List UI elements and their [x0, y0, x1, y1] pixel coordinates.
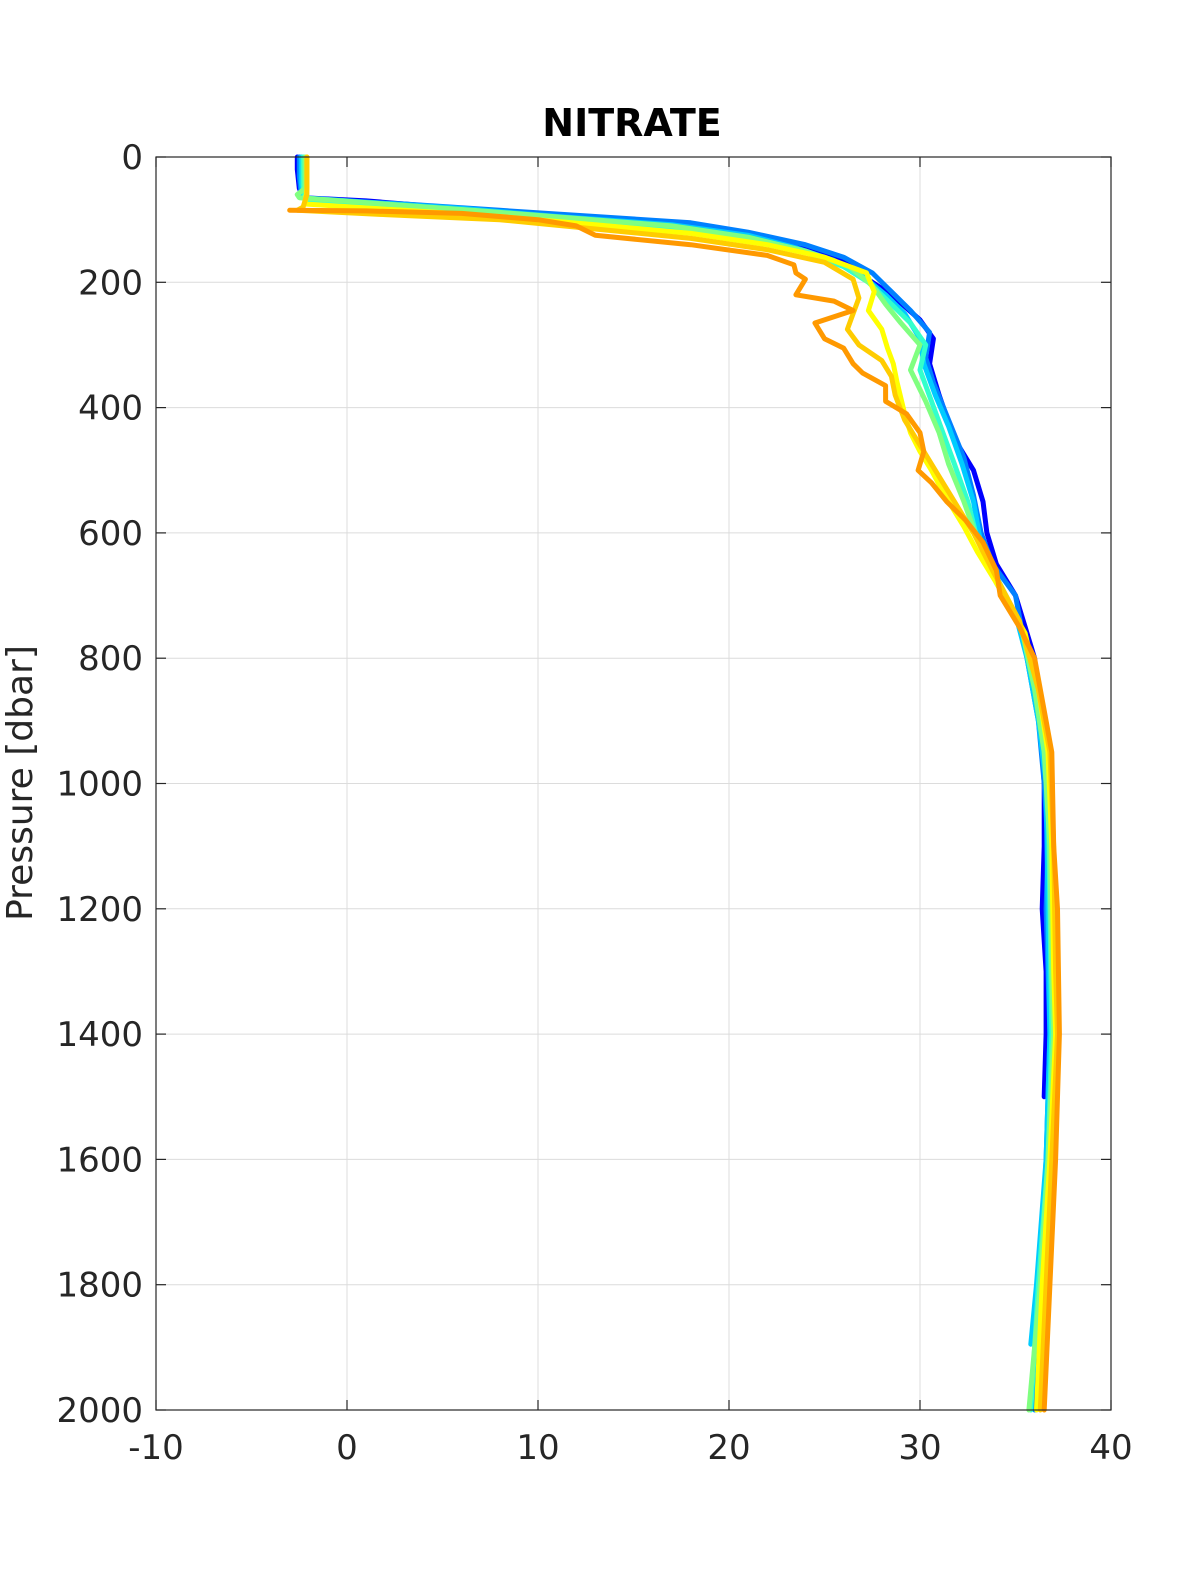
y-tick-label: 1000 [56, 765, 143, 805]
y-tick-label: 0 [121, 138, 143, 178]
grid-lines [155, 156, 1112, 1411]
x-tick-label: -10 [128, 1428, 184, 1468]
x-tick-labels: -10 0 10 20 30 40 [128, 1428, 1132, 1468]
y-tick-labels: 0 200 400 600 800 1000 1200 1400 1600 1800 2000 [56, 138, 143, 1431]
x-tick-label: 40 [1089, 1428, 1132, 1468]
y-axis-label: Pressure [dbar] [0, 645, 41, 921]
y-tick-label: 600 [78, 514, 143, 554]
series-line-3 [298, 154, 1053, 1347]
y-tick-label: 2000 [56, 1391, 143, 1431]
y-tick-label: 1800 [56, 1266, 143, 1306]
x-tick-label: 20 [707, 1428, 750, 1468]
x-tick-label: 10 [516, 1428, 559, 1468]
series-line-8 [287, 207, 1062, 1413]
y-tick-label: 800 [78, 639, 143, 679]
y-tick-label: 200 [78, 263, 143, 303]
y-tick-label: 400 [78, 389, 143, 429]
series-line-1 [294, 154, 1049, 1100]
y-tick-label: 1400 [56, 1015, 143, 1055]
data-series [287, 154, 1062, 1413]
chart-title: NITRATE [542, 101, 721, 145]
x-tick-label: 0 [336, 1428, 358, 1468]
y-tick-label: 1600 [56, 1140, 143, 1180]
axis-ticks [155, 156, 1112, 1411]
y-tick-label: 1200 [56, 890, 143, 930]
x-tick-label: 30 [898, 1428, 941, 1468]
